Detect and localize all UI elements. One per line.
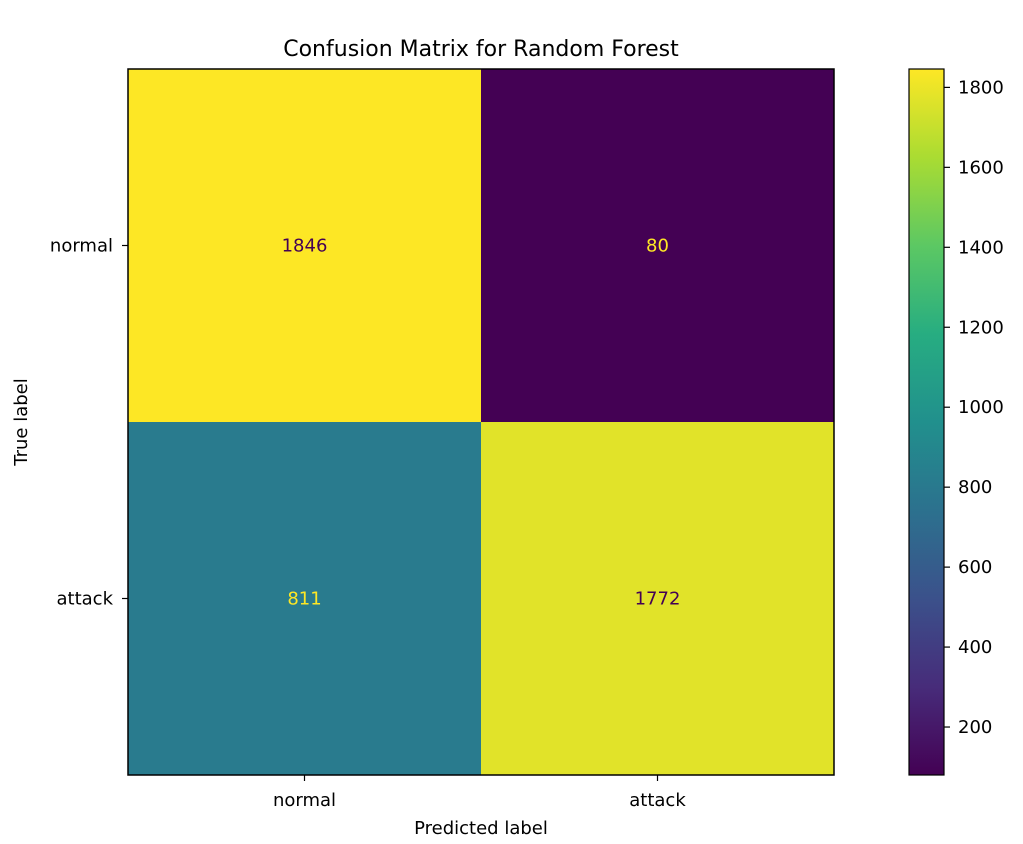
colorbar-tick-label: 200 [958, 717, 992, 738]
colorbar: 200 400 600 800 1000 1200 1400 1600 1800 [908, 68, 1004, 776]
colorbar-tick-label: 800 [958, 477, 992, 498]
colorbar-ticks: 200 400 600 800 1000 1200 1400 1600 1800 [944, 77, 1004, 738]
colorbar-tick-label: 1600 [958, 157, 1004, 178]
colorbar-tick-label: 1200 [958, 317, 1004, 338]
chart-title: Confusion Matrix for Random Forest [283, 37, 679, 62]
colorbar-frame [908, 68, 945, 776]
cell-value-label: 1772 [635, 589, 681, 610]
y-tick-label: normal [50, 236, 113, 257]
colorbar-tick-label: 1400 [958, 237, 1004, 258]
x-tick-label: normal [273, 790, 336, 811]
y-axis-label: True label [11, 378, 32, 467]
matrix-cell [481, 69, 834, 422]
colorbar-tick-label: 600 [958, 557, 992, 578]
matrix-cell [128, 422, 481, 775]
matrix-cell [481, 422, 834, 775]
matrix-cells: 1846 80 811 1772 [128, 69, 834, 775]
colorbar-tick-label: 1800 [958, 77, 1004, 98]
matrix-cell [128, 69, 481, 422]
x-tick-label: attack [629, 790, 686, 811]
y-tick-label: attack [57, 589, 114, 610]
cell-value-label: 80 [646, 236, 669, 257]
colorbar-tick-label: 1000 [958, 397, 1004, 418]
colorbar-tick-label: 400 [958, 637, 992, 658]
cell-value-label: 811 [287, 589, 321, 610]
y-axis-ticks: normal attack [50, 236, 128, 610]
x-axis-ticks: normal attack [273, 775, 686, 811]
colorbar-gradient [909, 69, 944, 775]
x-axis-label: Predicted label [414, 818, 548, 839]
cell-value-label: 1846 [282, 236, 328, 257]
matrix-frame [127, 68, 835, 776]
